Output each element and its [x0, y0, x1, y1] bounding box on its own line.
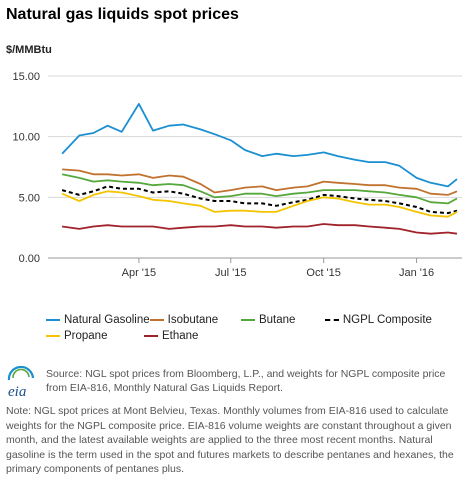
gridlines — [48, 75, 462, 259]
legend-swatch — [324, 319, 339, 321]
x-tick-label: Apr '15 — [122, 267, 157, 279]
legend-label: Ethane — [162, 330, 199, 342]
svg-text:eia: eia — [8, 384, 26, 400]
legend-item-natural-gasoline[interactable]: Natural Gasoline — [46, 314, 150, 326]
x-axis-ticks: Apr '15 Jul '15 Oct '15 Jan '16 — [122, 258, 434, 279]
legend-label: Butane — [258, 314, 296, 326]
legend: Natural Gasoline Isobutane Butane NGPL C… — [46, 312, 446, 344]
x-tick-label: Jan '16 — [399, 267, 434, 279]
legend-item-propane[interactable]: Propane — [46, 330, 144, 342]
legend-swatch — [46, 335, 60, 337]
legend-swatch — [46, 319, 60, 321]
y-axis-unit-label: $/MMBtu — [6, 44, 52, 56]
series-line-ethane — [61, 223, 458, 235]
legend-label: Natural Gasoline — [64, 314, 150, 326]
legend-item-ngpl-composite[interactable]: NGPL Composite — [324, 314, 446, 326]
legend-item-isobutane[interactable]: Isobutane — [149, 314, 241, 326]
series-line-butane — [61, 173, 458, 205]
legend-swatch — [149, 319, 164, 321]
note-text: Note: NGL spot prices at Mont Belvieu, T… — [6, 405, 454, 476]
x-tick-label: Oct '15 — [306, 267, 341, 279]
series-line-isobutane — [62, 168, 458, 196]
y-axis-ticks: 0.00 5.00 10.00 15.00 — [12, 71, 40, 265]
legend-row: Propane Ethane — [46, 328, 446, 344]
line-chart: 0.00 5.00 10.00 15.00 Apr '15 Jul '15 Oct '15… — [12, 71, 462, 279]
legend-label: Propane — [64, 330, 108, 342]
eia-logo-icon: eia — [7, 366, 35, 400]
legend-item-butane[interactable]: Butane — [240, 314, 325, 326]
series-line-ngpl-composite — [61, 185, 458, 215]
legend-swatch — [144, 335, 158, 337]
legend-label: Isobutane — [167, 314, 219, 326]
y-tick-label: 15.00 — [12, 71, 40, 83]
legend-item-ethane[interactable]: Ethane — [144, 330, 242, 342]
x-tick-label: Jul '15 — [215, 267, 246, 279]
y-tick-label: 10.00 — [12, 132, 40, 144]
legend-swatch — [240, 319, 255, 321]
y-tick-label: 5.00 — [19, 192, 40, 204]
series-line-propane — [61, 190, 458, 218]
chart-title: Natural gas liquids spot prices — [6, 6, 239, 23]
source-text: Source: NGL spot prices from Bloomberg, … — [46, 368, 446, 394]
series-lines — [61, 103, 458, 235]
legend-row: Natural Gasoline Isobutane Butane NGPL C… — [46, 312, 446, 328]
legend-label: NGPL Composite — [342, 314, 432, 326]
series-line-natural-gasoline — [61, 103, 458, 188]
y-tick-label: 0.00 — [19, 253, 40, 265]
